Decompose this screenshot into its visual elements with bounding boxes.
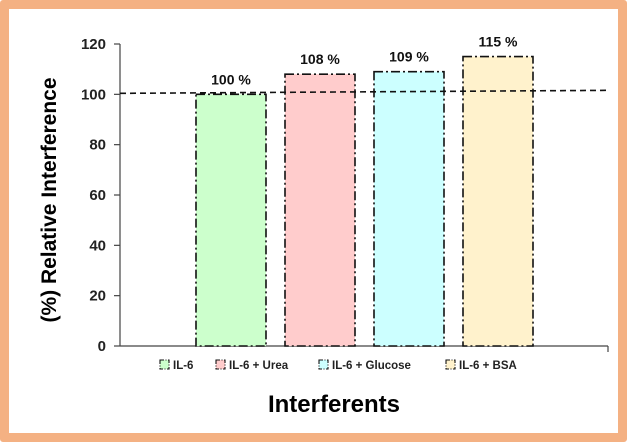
- y-tick-label: 40: [89, 237, 106, 254]
- data-labels: 100 % 108 % 109 % 115 %: [211, 34, 518, 88]
- legend-label: IL-6: [173, 360, 193, 372]
- y-tick-label: 60: [89, 187, 106, 204]
- data-label: 109 %: [389, 49, 429, 65]
- data-label: 100 %: [211, 71, 251, 87]
- legend-swatch: [215, 359, 226, 370]
- reference-line: [119, 89, 611, 95]
- legend-swatch: [318, 359, 329, 370]
- y-axis-title: (%) Relative Interference: [38, 77, 61, 322]
- data-label: 108 %: [300, 51, 340, 67]
- legend-label: IL-6 + BSA: [459, 360, 517, 372]
- legend-label: IL-6 + Glucose: [332, 360, 411, 372]
- bars: [195, 55, 534, 347]
- y-tick-label: 100: [81, 86, 106, 103]
- x-axis-title: Interferents: [268, 391, 400, 418]
- legend-swatch: [159, 359, 170, 370]
- y-tick-label: 20: [89, 288, 106, 305]
- y-ticks: 0 20 40 60 80 100 120: [81, 36, 120, 355]
- data-label: 115 %: [479, 34, 518, 50]
- legend: IL-6 IL-6 + Urea IL-6 + Glucose IL-6 + BSA: [159, 359, 517, 372]
- bar: [195, 93, 267, 347]
- legend-swatch: [445, 359, 456, 370]
- y-tick-label: 120: [81, 36, 106, 53]
- bar: [373, 70, 445, 347]
- bar: [284, 73, 356, 347]
- y-tick-label: 80: [89, 137, 106, 154]
- bar: [462, 55, 534, 347]
- legend-label: IL-6 + Urea: [229, 360, 289, 372]
- y-tick-label: 0: [98, 338, 106, 355]
